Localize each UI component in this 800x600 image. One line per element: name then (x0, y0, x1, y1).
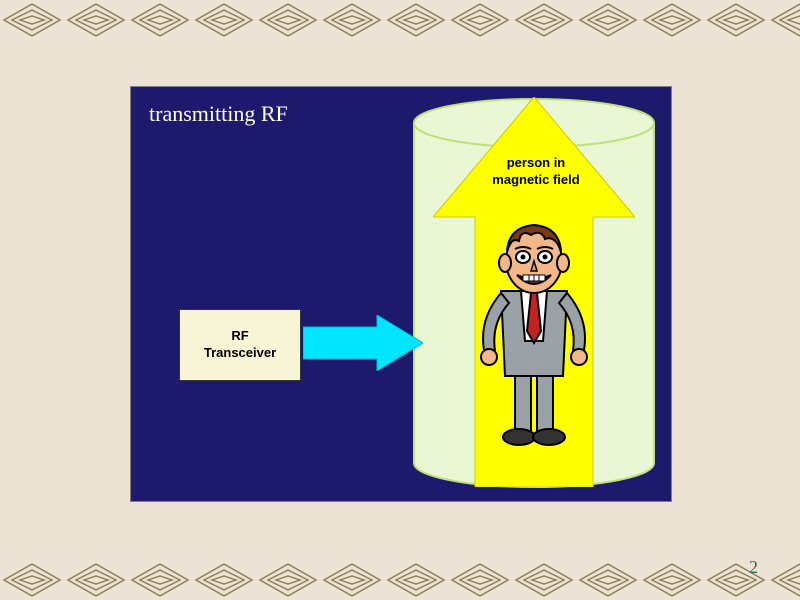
field-label: person in magnetic field (481, 155, 591, 189)
rf-pulse-label: RF Pulse (313, 334, 369, 349)
transceiver-box: RF Transceiver (179, 309, 301, 381)
field-label-line2: magnetic field (492, 172, 579, 187)
page-number: 2 (749, 557, 758, 578)
person-cartoon-icon (471, 221, 597, 447)
transceiver-line1: RF (180, 328, 300, 345)
transceiver-line2: Transceiver (180, 345, 300, 362)
field-label-line1: person in (507, 155, 566, 170)
diagram-frame: transmitting RF person in magnetic field (130, 86, 672, 502)
diagram-title: transmitting RF (149, 101, 288, 127)
